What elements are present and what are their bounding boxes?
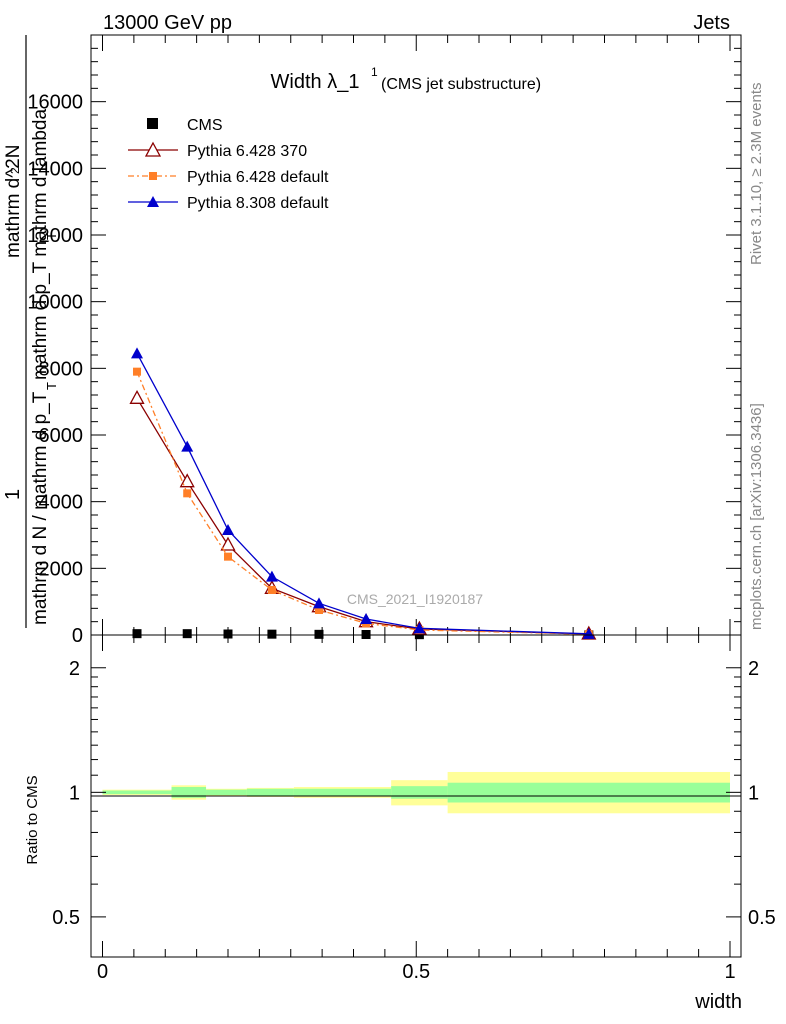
data-point-cms xyxy=(223,629,233,639)
data-point-pythia6-370 xyxy=(220,536,236,551)
ratio-y-tick-label-right: 2 xyxy=(748,658,759,680)
data-point-pythia8-default xyxy=(265,570,278,582)
legend-label-pythia6-370: Pythia 6.428 370 xyxy=(187,143,307,160)
ratio-bands xyxy=(102,771,730,814)
ratio-tick-labels: 0.5 0.5 1 1 2 2 0 0.5 1 xyxy=(52,658,776,983)
ratio-band-inner xyxy=(171,787,207,798)
data-point-pythia8-default xyxy=(131,347,144,359)
main-y-tick-label: 6000 xyxy=(39,425,84,447)
data-point-pythia6-default xyxy=(224,552,232,561)
x-tick-label: 0.5 xyxy=(402,961,430,983)
data-point-pythia8-default xyxy=(413,622,426,634)
data-point-cms xyxy=(182,629,192,639)
data-point-cms xyxy=(267,629,277,639)
ratio-band-inner xyxy=(206,789,247,796)
data-point-pythia6-default xyxy=(183,489,192,498)
data-point-pythia8-default xyxy=(582,627,595,639)
data-point-pythia8-default xyxy=(181,440,194,452)
y-axis-label: 1 mathrm d N / mathrm d p_T T mathrm d^2… xyxy=(2,35,59,628)
ratio-plot: 0.5 0.5 1 1 2 2 0 0.5 1 Ratio to CMS width xyxy=(24,634,776,1013)
main-y-tick-label: 0 xyxy=(72,625,83,647)
y-label-denominator-sub: T xyxy=(44,232,59,240)
main-ticks xyxy=(91,35,741,636)
ratio-band-inner xyxy=(102,790,172,795)
ratio-y-label: Ratio to CMS xyxy=(24,775,41,864)
ratio-band-inner xyxy=(391,786,448,799)
rivet-label: Rivet 3.1.10, ≥ 2.3M events xyxy=(748,83,765,266)
chart-title-superscript: 1 xyxy=(371,65,378,79)
series-pythia8-default xyxy=(131,347,595,639)
legend: CMS Pythia 6.428 370 Pythia 6.428 defaul… xyxy=(128,117,329,212)
chart-subtitle: (CMS jet substructure) xyxy=(381,76,541,93)
main-y-tick-label: 4000 xyxy=(39,492,84,514)
legend-marker-pythia8-default xyxy=(147,196,159,207)
y-label-top: 1 xyxy=(2,489,24,500)
header-right: Jets xyxy=(693,12,730,34)
y-label-numerator-sup: 2 xyxy=(8,167,22,174)
ratio-band-inner xyxy=(246,788,294,796)
legend-label-pythia6-default: Pythia 6.428 default xyxy=(187,169,329,186)
data-point-pythia6-370 xyxy=(129,389,145,404)
main-y-tick-labels: 0 2000 4000 6000 8000 10000 12000 14000 16000 xyxy=(27,92,83,647)
ratio-y-tick-label: 0.5 xyxy=(52,907,80,929)
series-line-pythia8-default xyxy=(136,353,589,635)
ratio-band-inner xyxy=(293,788,392,796)
series-line-pythia6-default xyxy=(136,371,589,635)
main-plot: 0 2000 4000 6000 8000 10000 12000 14000 16000 Wi… xyxy=(2,34,742,647)
main-y-tick-label: 16000 xyxy=(27,92,83,114)
main-y-tick-label: 2000 xyxy=(39,558,84,580)
legend-marker-pythia6-default xyxy=(149,172,157,180)
watermark: CMS_2021_I1920187 xyxy=(347,591,483,607)
data-point-cms xyxy=(314,629,324,639)
y-label-denominator: mathrm d p_T mathrm d lambda xyxy=(30,109,51,380)
data-point-cms xyxy=(132,629,142,639)
legend-marker-cms xyxy=(147,118,158,129)
ratio-y-tick-label-right: 0.5 xyxy=(748,907,776,929)
data-point-pythia8-default xyxy=(312,597,325,609)
main-y-tick-label: 10000 xyxy=(27,292,83,314)
x-tick-label: 0 xyxy=(97,961,108,983)
y-label-frac-den-sub: T xyxy=(44,382,59,390)
data-point-pythia8-default xyxy=(222,524,234,535)
ratio-ticks xyxy=(91,635,741,958)
ratio-y-tick-label-right: 1 xyxy=(748,782,759,804)
ratio-y-tick-label: 1 xyxy=(69,782,80,804)
main-y-tick-label: 8000 xyxy=(39,358,84,380)
legend-marker-pythia6-370 xyxy=(144,141,162,157)
ratio-y-tick-label: 2 xyxy=(69,658,80,680)
data-point-pythia6-default xyxy=(133,367,142,376)
y-label-frac-den: mathrm d N / mathrm d p_T xyxy=(30,391,51,625)
main-series xyxy=(129,347,597,640)
x-axis-label: width xyxy=(694,991,742,1013)
y-label-numerator: mathrm d^2N xyxy=(3,145,24,258)
main-y-tick-label: 12000 xyxy=(27,225,83,247)
main-y-tick-label: 14000 xyxy=(27,158,83,180)
series-line-pythia6-370 xyxy=(136,397,589,635)
x-tick-label: 1 xyxy=(724,961,735,983)
header-left: 13000 GeV pp xyxy=(103,12,232,34)
legend-label-pythia8-default: Pythia 8.308 default xyxy=(187,195,329,212)
chart-title: Width λ_1 xyxy=(271,71,360,93)
mcplots-label: mcplots.cern.ch [arXiv:1306.3436] xyxy=(748,403,765,630)
series-cms xyxy=(132,629,594,640)
ratio-band-inner xyxy=(447,782,730,803)
legend-label-cms: CMS xyxy=(187,117,223,134)
data-point-pythia8-default xyxy=(360,613,373,624)
data-point-pythia6-default xyxy=(314,606,323,614)
data-point-pythia6-370 xyxy=(179,473,195,488)
data-point-pythia6-default xyxy=(267,586,276,594)
